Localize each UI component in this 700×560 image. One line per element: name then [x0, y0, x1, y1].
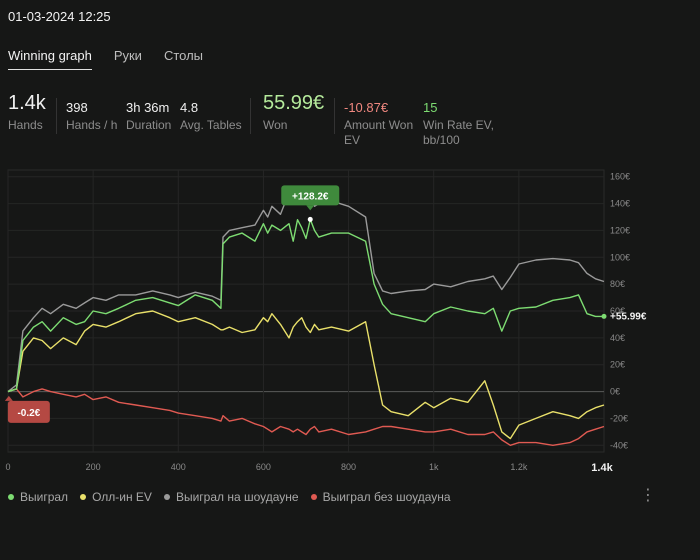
- y-tick-label: 20€: [610, 360, 625, 370]
- stat-won-label: Won: [263, 118, 288, 132]
- x-tick-label: 1k: [429, 462, 439, 472]
- legend-dot-showdown: [163, 494, 170, 500]
- legend-item-all-in-ev[interactable]: Олл-ин EV: [80, 490, 152, 504]
- y-tick-label: 40€: [610, 333, 625, 343]
- x-tick-label: 400: [171, 462, 186, 472]
- legend-label-showdown: Выиграл на шоудауне: [175, 490, 299, 504]
- winning-graph-svg: 160€ 140€ 120€ 100€ 80€ 60€ 40€ 20€ 0€ -20€ -40€ 0 2…: [4, 169, 647, 474]
- series-line-showdown: [7, 189, 605, 393]
- min-value-badge: [7, 400, 50, 423]
- x-tick-label: 0: [5, 462, 10, 472]
- stat-duration-label: Duration: [126, 118, 172, 132]
- stat-win-rate-ev: 15 Win Rate EV, bb/100: [423, 100, 494, 148]
- stat-hands-per-hour: 398 Hands / h: [66, 100, 117, 133]
- y-tick-label: 0€: [610, 387, 620, 397]
- stat-avg-tables-value: 4.8: [180, 100, 199, 115]
- stat-win-rate-ev-label-line1: Win Rate EV,: [423, 118, 494, 132]
- stat-hands-per-hour-label: Hands / h: [66, 118, 118, 132]
- stat-amount-won-ev-label-line2: EV: [344, 133, 361, 147]
- max-value-label: +128.2€: [292, 191, 329, 202]
- max-value-badge-pointer: [306, 205, 315, 211]
- stat-win-rate-ev-label: Win Rate EV, bb/100: [423, 118, 494, 148]
- max-point-dot: [307, 216, 313, 222]
- stat-win-rate-ev-label-line2: bb/100: [423, 133, 460, 147]
- stat-hands-value: 1.4k: [8, 92, 46, 114]
- session-datetime: 01-03-2024 12:25: [8, 9, 111, 24]
- stat-avg-tables-label: Avg. Tables: [180, 118, 242, 132]
- stat-win-rate-ev-value: 15: [423, 100, 438, 115]
- stat-amount-won-ev-value: -10.87€: [344, 100, 389, 115]
- stat-won: 55.99€ Won: [263, 92, 324, 133]
- x-tick-label: 600: [256, 462, 271, 472]
- y-tick-label: 60€: [610, 306, 625, 316]
- stat-duration: 3h 36m Duration: [126, 100, 171, 133]
- stat-avg-tables: 4.8 Avg. Tables: [180, 100, 242, 133]
- tab-bar: Winning graph Руки Столы: [8, 48, 225, 70]
- y-tick-label: 120€: [610, 225, 630, 235]
- winning-graph[interactable]: 160€ 140€ 120€ 100€ 80€ 60€ 40€ 20€ 0€ -20€ -40€ 0 2…: [0, 166, 700, 486]
- tab-tables[interactable]: Столы: [163, 48, 204, 63]
- x-tick-label: 800: [341, 462, 356, 472]
- legend-label-non-showdown: Выиграл без шоудауна: [322, 490, 451, 504]
- stat-hands-label: Hands: [8, 118, 43, 132]
- series-line-non-showdown: [7, 388, 605, 446]
- stat-hands-per-hour-value: 398: [66, 100, 88, 115]
- legend-label-won: Выиграл: [20, 490, 69, 504]
- y-tick-label: 160€: [610, 172, 630, 182]
- y-tick-label: 140€: [610, 199, 630, 209]
- stat-amount-won-ev: -10.87€ Amount Won EV: [344, 100, 413, 148]
- stat-amount-won-ev-label: Amount Won EV: [344, 118, 413, 148]
- min-value-badge-pointer: [4, 395, 13, 401]
- more-options-icon[interactable]: ⋮: [640, 487, 656, 504]
- chart-legend: Выиграл Олл-ин EV Выиграл на шоудауне Вы…: [8, 490, 463, 504]
- y-tick-label: 100€: [610, 252, 630, 262]
- stat-amount-won-ev-label-line1: Amount Won: [344, 118, 414, 132]
- x-tick-label: 1.2k: [510, 462, 528, 472]
- legend-item-showdown[interactable]: Выиграл на шоудауне: [163, 490, 299, 504]
- min-value-label: -0.2€: [17, 408, 40, 419]
- end-value-label: +55.99€: [610, 311, 647, 322]
- max-value-badge: [281, 185, 340, 206]
- legend-dot-all-in-ev: [80, 494, 87, 500]
- stats-divider: [334, 98, 335, 134]
- legend-item-non-showdown[interactable]: Выиграл без шоудауна: [310, 490, 451, 504]
- legend-label-all-in-ev: Олл-ин EV: [92, 490, 152, 504]
- stat-duration-value: 3h 36m: [126, 100, 170, 115]
- tab-winning-graph[interactable]: Winning graph: [8, 48, 92, 70]
- series-line-won: [7, 218, 604, 393]
- stat-hands: 1.4k Hands: [8, 92, 46, 133]
- legend-dot-won: [8, 494, 14, 500]
- stats-bar: 1.4k Hands 398 Hands / h 3h 36m Duration…: [0, 92, 700, 152]
- series-line-all-in-ev: [7, 310, 605, 440]
- x-end-label: 1.4k: [591, 462, 613, 474]
- stat-won-value: 55.99€: [263, 92, 325, 114]
- series-end-dot: [601, 313, 607, 319]
- tab-hands[interactable]: Руки: [113, 48, 142, 63]
- stats-divider: [56, 98, 57, 134]
- x-tick-label: 200: [86, 462, 101, 472]
- stats-divider: [250, 98, 251, 134]
- y-tick-label: -20€: [610, 413, 628, 423]
- y-tick-label: 80€: [610, 279, 625, 289]
- legend-item-won[interactable]: Выиграл: [8, 490, 68, 504]
- y-tick-label: -40€: [610, 440, 628, 450]
- legend-dot-non-showdown: [310, 494, 317, 500]
